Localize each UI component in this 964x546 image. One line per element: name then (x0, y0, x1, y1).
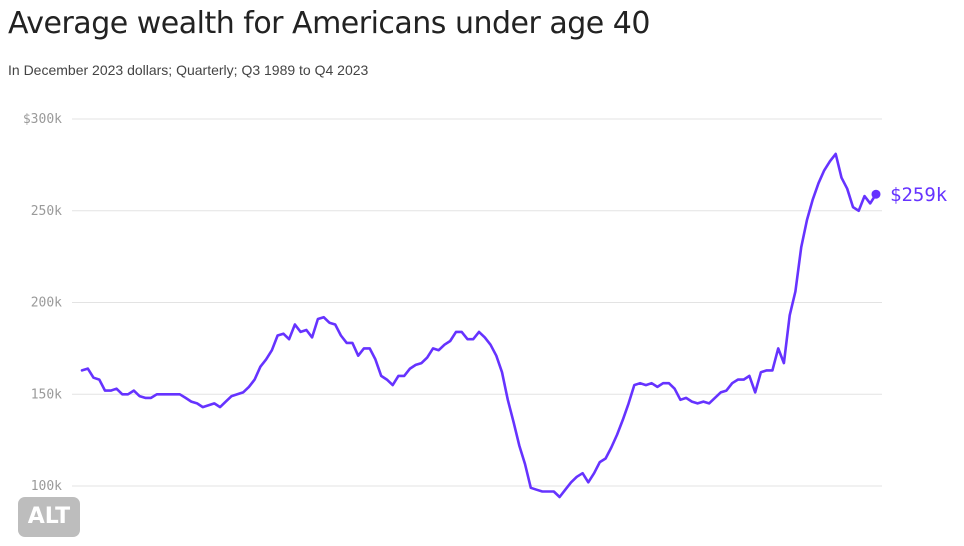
y-tick-label: 150k (31, 387, 62, 402)
y-axis-ticks: 100k 150k 200k 250k $300k (23, 112, 62, 494)
y-tick-label: 250k (31, 204, 62, 219)
series-layer (80, 152, 878, 499)
gridlines (72, 118, 882, 487)
end-value-label: $259k (890, 184, 948, 206)
chart-subtitle: In December 2023 dollars; Quarterly; Q3 … (8, 62, 369, 78)
end-marker-group: $259k (871, 184, 948, 206)
end-point-marker (871, 189, 881, 199)
wealth-series-line (80, 152, 878, 499)
chart-title: Average wealth for Americans under age 4… (8, 6, 650, 41)
y-tick-label: 200k (31, 296, 62, 311)
y-tick-label: $300k (23, 112, 62, 127)
alt-text-button[interactable]: ALT (18, 497, 80, 537)
y-tick-label: 100k (31, 479, 62, 494)
